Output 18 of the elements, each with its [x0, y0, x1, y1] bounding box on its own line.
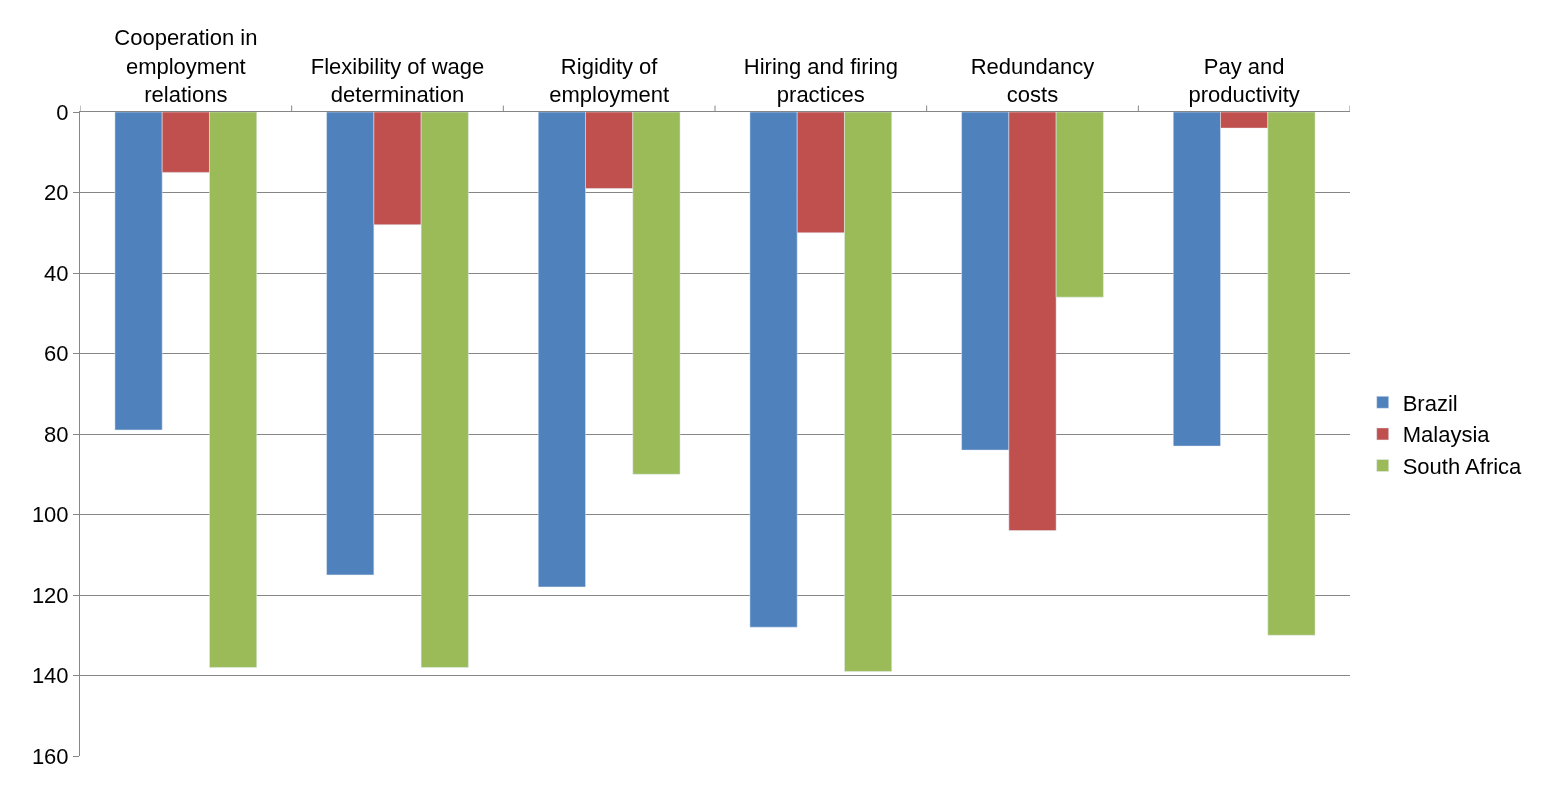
- legend-label: Malaysia: [1402, 422, 1491, 448]
- x-tick-label: Pay and productivity: [1188, 53, 1300, 108]
- y-tick-label: 80: [44, 421, 69, 447]
- x-tick-label: Redundancy costs: [970, 53, 1095, 108]
- y-tick-label: 20: [44, 180, 69, 206]
- y-tick-label: 40: [44, 260, 69, 286]
- x-tick-label: Cooperation in employment relations: [114, 25, 258, 108]
- legend-label: Brazil: [1402, 390, 1458, 416]
- y-tick-label: 60: [44, 341, 69, 367]
- x-tick-label: Rigidity of employment: [549, 53, 670, 108]
- legend-label: South Africa: [1402, 454, 1523, 480]
- x-tick-label: Flexibility of wage determination: [310, 53, 485, 108]
- x-tick-label: Hiring and firing practices: [743, 53, 898, 108]
- y-tick-label: 0: [56, 99, 69, 125]
- y-tick-label: 120: [31, 582, 69, 608]
- y-tick-label: 140: [31, 663, 69, 689]
- y-tick-label: 100: [31, 502, 69, 528]
- y-tick-label: 160: [31, 743, 69, 769]
